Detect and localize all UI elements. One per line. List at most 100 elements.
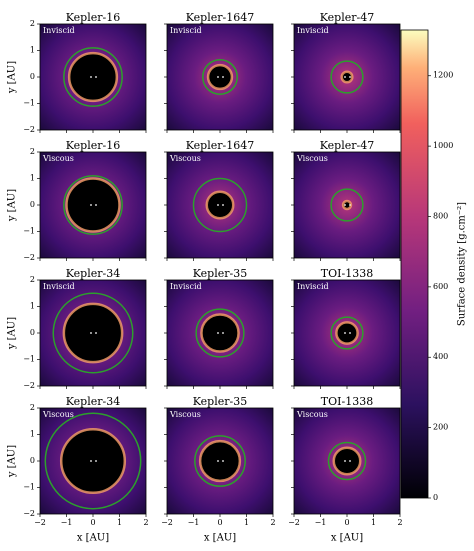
y-tick-label: 1 [30,430,35,439]
x-tick-label: 1 [371,518,376,527]
cavity [198,439,242,483]
colorbar-tick-label: 200 [433,423,448,432]
cavity [332,446,362,476]
x-tick-label: −2 [161,518,173,527]
x-tick-label: 2 [143,518,148,527]
star [222,460,224,462]
y-tick-label: 1 [30,174,35,183]
star [95,76,97,78]
colorbar-tick-label: 0 [433,493,438,502]
panel-label: Viscous [169,410,201,419]
stability-circle [327,441,367,481]
panel-label: Inviscid [297,26,329,35]
panel-title: Kepler-16 [66,11,120,24]
x-tick-label: −2 [288,518,300,527]
stability-circle [202,59,238,95]
cavity [59,427,127,495]
star [222,332,224,334]
panel-label: Inviscid [170,26,202,35]
panel-label: Viscous [42,410,74,419]
stability-circle [195,308,245,358]
cavity [206,63,234,91]
y-tick-label: −2 [23,381,35,390]
star [349,204,351,206]
stability-circle [330,188,364,222]
colorbar-tick-label: 600 [433,282,448,291]
x-axis-label: x [AU] [204,533,236,544]
stability-circle [63,47,123,107]
star [217,460,219,462]
y-axis-label: y [AU] [7,61,18,94]
star [90,204,92,206]
panel-title: Kepler-1647 [186,139,254,152]
star [90,460,92,462]
panel-title: Kepler-47 [320,139,374,152]
y-tick-label: 2 [30,19,35,28]
star [222,76,224,78]
panel-label: Viscous [296,410,328,419]
x-tick-label: 1 [117,518,122,527]
panel-title: Kepler-16 [66,139,120,152]
colorbar-label: Surface density [g.cm⁻²] [457,202,468,326]
y-axis-label: y [AU] [7,189,18,222]
star [217,332,219,334]
star [344,332,346,334]
x-tick-label: 2 [397,518,402,527]
x-axis-label: x [AU] [331,533,363,544]
panel-title: TOI-1338 [321,395,373,408]
colorbar-tick-label: 1200 [433,71,453,80]
colorbar-tick-label: 400 [433,352,448,361]
y-axis-label: y [AU] [7,445,18,478]
star [349,460,351,462]
panel-title: Kepler-47 [320,11,374,24]
x-tick-label: 1 [244,518,249,527]
y-tick-label: 0 [30,200,35,209]
x-tick-label: −1 [188,518,200,527]
panel-title: Kepler-34 [66,267,120,280]
star [222,204,224,206]
star [349,76,351,78]
stability-circle [330,316,364,350]
y-tick-label: 2 [30,147,35,156]
panel-title: Kepler-35 [193,395,247,408]
stability-circle [192,177,248,233]
star [349,332,351,334]
colorbar [400,29,429,499]
star [95,460,97,462]
stability-circle [44,412,142,510]
panel-label: Viscous [169,154,201,163]
star [95,332,97,334]
star [90,76,92,78]
x-tick-label: −1 [315,518,327,527]
y-tick-label: −1 [23,483,35,492]
y-tick-label: −1 [23,227,35,236]
panel-label: Inviscid [170,282,202,291]
cavity [205,190,235,220]
panel-label: Inviscid [43,282,75,291]
panel-label: Viscous [42,154,74,163]
cavity [335,321,359,345]
y-tick-label: 1 [30,302,35,311]
panel-label: Viscous [296,154,328,163]
x-tick-label: 0 [90,518,95,527]
cavity [62,302,124,364]
y-tick-label: −2 [23,125,35,134]
star [90,332,92,334]
star [344,204,346,206]
y-axis-label: y [AU] [7,317,18,350]
cavity [340,70,354,84]
y-tick-label: −2 [23,253,35,262]
y-tick-label: 2 [30,275,35,284]
star [344,460,346,462]
panel-title: Kepler-35 [193,267,247,280]
stability-circle [194,435,246,487]
panel-title: TOI-1338 [321,267,373,280]
y-tick-label: 2 [30,403,35,412]
x-tick-label: 2 [270,518,275,527]
panel-title: Kepler-34 [66,395,120,408]
cavity [341,199,353,211]
panel-label: Inviscid [43,26,75,35]
star [217,76,219,78]
cavity [67,51,119,103]
star [217,204,219,206]
